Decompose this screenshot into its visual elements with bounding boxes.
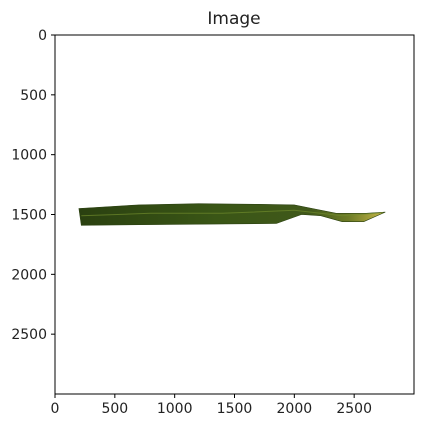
y-tick-label: 0 <box>38 28 47 44</box>
image-area <box>55 35 414 394</box>
chart-title: Image <box>207 9 260 29</box>
y-axis: 0 500 1000 1500 2000 2500 <box>11 28 55 343</box>
x-tick-label: 0 <box>51 401 60 417</box>
leaf-shape <box>78 203 386 226</box>
y-tick-label: 2000 <box>11 267 47 283</box>
x-axis: 0 500 1000 1500 2000 2500 <box>51 394 372 417</box>
x-tick-label: 2500 <box>336 401 372 417</box>
y-tick-label: 500 <box>20 88 47 104</box>
x-tick-label: 2000 <box>277 401 313 417</box>
leaf-midrib <box>81 209 383 217</box>
y-tick-label: 1500 <box>11 208 47 224</box>
y-tick-label: 2500 <box>11 327 47 343</box>
y-tick-label: 1000 <box>11 148 47 164</box>
x-tick-label: 1500 <box>217 401 253 417</box>
x-tick-label: 500 <box>101 401 128 417</box>
x-tick-label: 1000 <box>157 401 193 417</box>
